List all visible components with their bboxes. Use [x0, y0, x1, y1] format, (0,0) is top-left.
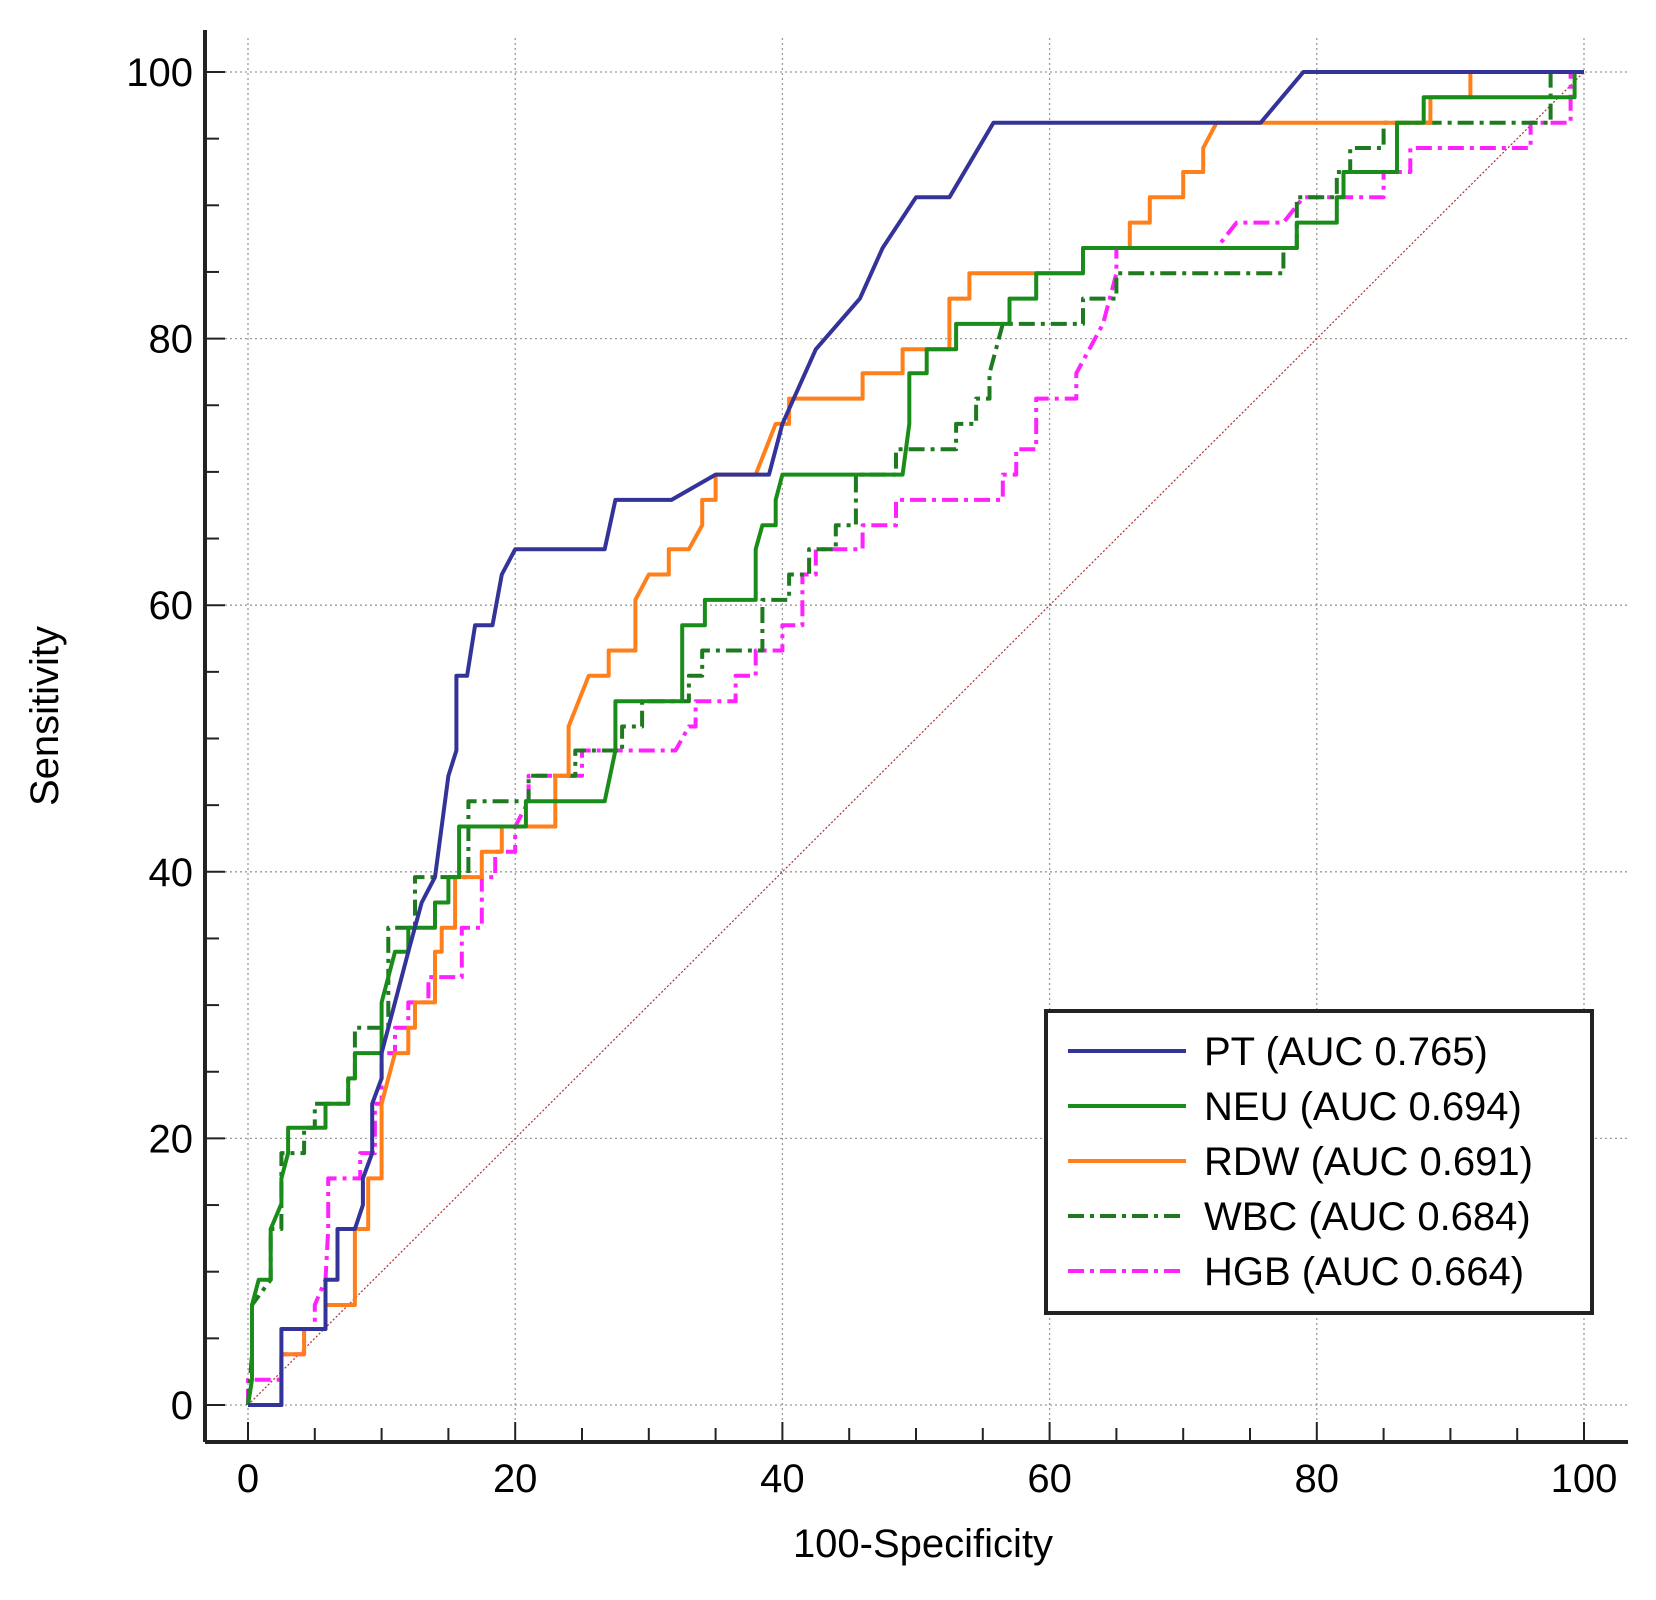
y-axis-label: Sensitivity — [23, 626, 67, 806]
legend-label: RDW (AUC 0.691) — [1204, 1140, 1533, 1184]
x-tick-label: 0 — [237, 1457, 259, 1501]
y-tick-label: 20 — [149, 1117, 194, 1161]
legend-label: WBC (AUC 0.684) — [1204, 1195, 1531, 1239]
reference-line — [247, 71, 1585, 1406]
x-tick-label: 40 — [760, 1457, 805, 1501]
x-axis-label: 100-Specificity — [793, 1522, 1053, 1566]
roc-curves — [246, 70, 1584, 1407]
x-tick-label: 20 — [493, 1457, 538, 1501]
legend-label: PT (AUC 0.765) — [1204, 1030, 1488, 1074]
axes: 0 20 40 60 80 100 0 20 40 60 80 100 — [126, 30, 1628, 1501]
x-tick-label: 100 — [1551, 1457, 1618, 1501]
legend: PT (AUC 0.765) NEU (AUC 0.694) RDW (AUC 0.… — [1044, 1009, 1594, 1315]
y-tick-label: 100 — [126, 51, 193, 95]
legend-label: NEU (AUC 0.694) — [1204, 1085, 1522, 1129]
x-tick-label: 80 — [1295, 1457, 1340, 1501]
y-tick-label: 40 — [149, 851, 194, 895]
reference-diagonal — [247, 71, 1585, 1406]
x-tick-label: 60 — [1027, 1457, 1072, 1501]
y-tick-label: 80 — [149, 318, 194, 362]
legend-label: HGB (AUC 0.664) — [1204, 1250, 1524, 1294]
roc-curve-pt — [248, 70, 1584, 1407]
roc-curve-neu — [246, 70, 1584, 1406]
y-tick-label: 0 — [171, 1384, 193, 1428]
roc-curve-rdw — [248, 70, 1584, 1407]
y-tick-label: 60 — [149, 584, 194, 628]
